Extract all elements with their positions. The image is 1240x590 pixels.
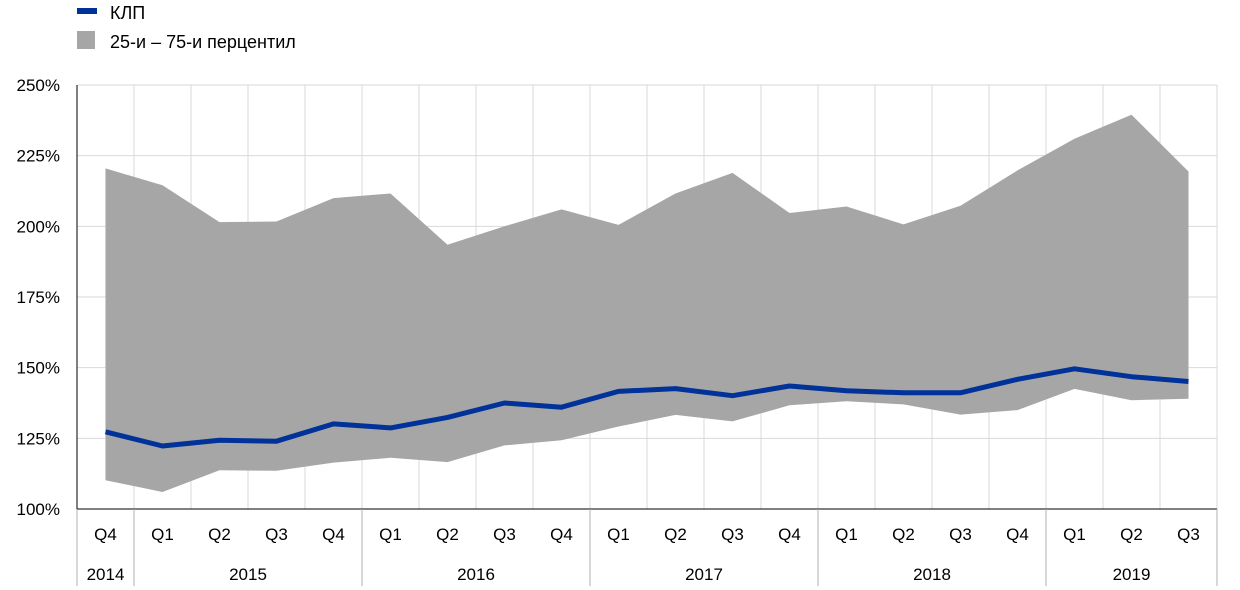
x-tick-label: Q2 bbox=[892, 525, 915, 544]
x-tick-label: Q3 bbox=[1177, 525, 1200, 544]
x-tick-label: Q4 bbox=[322, 525, 345, 544]
x-tick-label: Q3 bbox=[265, 525, 288, 544]
klp-line-layer bbox=[104, 366, 1189, 449]
x-tick-label: Q2 bbox=[664, 525, 687, 544]
year-label: 2016 bbox=[457, 565, 495, 584]
x-tick-label: Q3 bbox=[949, 525, 972, 544]
legend: КЛП 25-и – 75-и перцентил bbox=[77, 3, 296, 52]
x-tick-label: Q4 bbox=[94, 525, 117, 544]
legend-swatch-percentile bbox=[77, 31, 95, 49]
y-tick-label: 175% bbox=[17, 288, 60, 307]
y-tick-label: 200% bbox=[17, 217, 60, 236]
x-tick-label: Q1 bbox=[835, 525, 858, 544]
x-tick-label: Q3 bbox=[493, 525, 516, 544]
x-tick-label: Q1 bbox=[379, 525, 402, 544]
x-tick-label: Q1 bbox=[607, 525, 630, 544]
x-tick-label: Q1 bbox=[1063, 525, 1086, 544]
x-tick-label: Q3 bbox=[721, 525, 744, 544]
y-tick-label: 125% bbox=[17, 429, 60, 448]
klp-line bbox=[104, 366, 1189, 449]
y-tick-label: 100% bbox=[17, 500, 60, 519]
year-label: 2014 bbox=[87, 565, 125, 584]
legend-label-klp: КЛП bbox=[110, 3, 145, 23]
x-tick-label: Q1 bbox=[151, 525, 174, 544]
x-tick-label: Q4 bbox=[550, 525, 573, 544]
x-tick-label: Q2 bbox=[436, 525, 459, 544]
percentile-band-layer bbox=[105, 114, 1189, 492]
y-tick-label: 225% bbox=[17, 147, 60, 166]
y-tick-label: 150% bbox=[17, 359, 60, 378]
x-tick-label: Q4 bbox=[778, 525, 801, 544]
x-tick-label: Q4 bbox=[1006, 525, 1029, 544]
y-axis: 100% 125% 150% 175% 200% 225% 250% bbox=[17, 76, 78, 519]
percentile-band bbox=[105, 114, 1189, 492]
year-label: 2019 bbox=[1113, 565, 1151, 584]
legend-label-percentile: 25-и – 75-и перцентил bbox=[110, 32, 296, 52]
year-label: 2018 bbox=[913, 565, 951, 584]
x-axis: Q4 Q1 Q2 Q3 Q4 Q1 Q2 Q3 Q4 Q1 Q2 Q3 Q4 Q1 Q2 Q3 Q4 Q1 Q2 Q3… bbox=[76, 508, 1218, 586]
y-tick-label: 250% bbox=[17, 76, 60, 95]
legend-swatch-klp bbox=[77, 8, 97, 14]
x-tick-label: Q2 bbox=[208, 525, 231, 544]
year-label: 2017 bbox=[685, 565, 723, 584]
x-tick-label: Q2 bbox=[1120, 525, 1143, 544]
year-label: 2015 bbox=[229, 565, 267, 584]
